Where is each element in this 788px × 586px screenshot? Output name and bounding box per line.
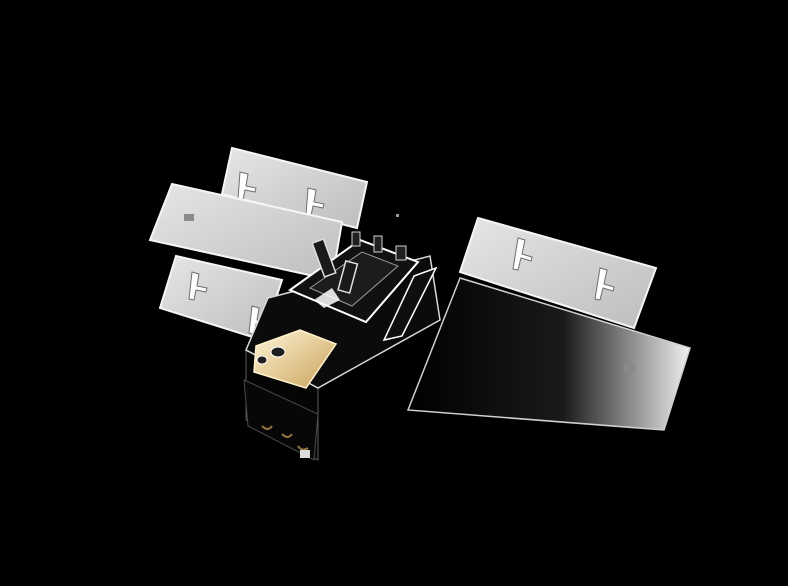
right-solar-array <box>406 216 691 431</box>
deck-highlight <box>314 288 340 308</box>
thruster-nub <box>300 450 310 458</box>
right-solar-panel-top <box>458 216 658 330</box>
left-solar-panel-top <box>220 146 369 230</box>
sensor-dot <box>396 214 399 217</box>
lower-skirt <box>243 379 319 461</box>
antenna-block <box>337 260 359 294</box>
panel-marker <box>624 364 636 372</box>
panel-marker <box>184 214 194 221</box>
panel-bracket <box>188 271 208 301</box>
panel-bracket <box>512 237 533 271</box>
right-solar-panel-bottom <box>406 277 691 431</box>
antenna-block <box>395 245 407 261</box>
instrument-knob <box>256 355 268 365</box>
antenna-block <box>373 235 383 253</box>
antenna-block <box>311 238 337 278</box>
instrument-panel <box>253 329 338 389</box>
thruster-glow <box>261 425 309 451</box>
side-rail <box>382 266 438 342</box>
antenna-block <box>351 231 361 247</box>
left-solar-array <box>148 146 369 342</box>
instrument-knob <box>270 346 286 358</box>
panel-bracket <box>594 267 615 301</box>
satellite-body <box>243 231 441 461</box>
